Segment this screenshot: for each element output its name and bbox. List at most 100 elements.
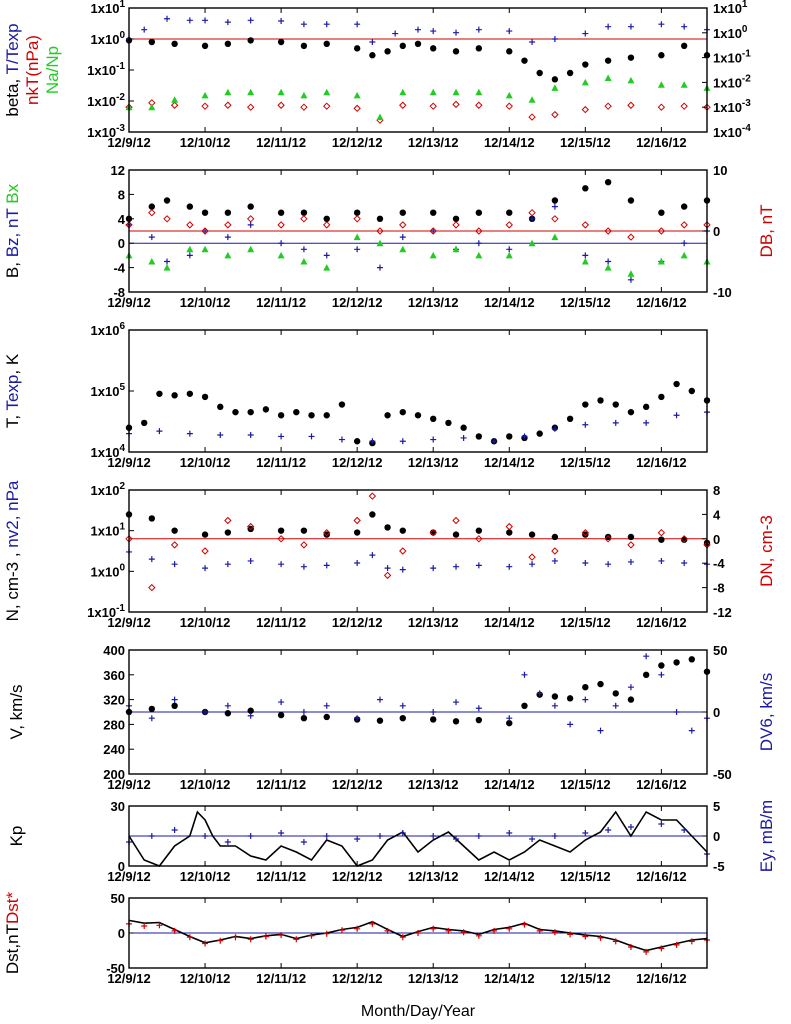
data-point <box>475 251 483 259</box>
data-point <box>171 40 178 48</box>
data-point <box>604 535 612 543</box>
data-point <box>369 920 376 927</box>
data-point <box>582 30 589 37</box>
data-point <box>323 412 330 419</box>
x-tick-label: 12/11/12 <box>256 135 306 150</box>
data-point <box>475 88 483 96</box>
data-point <box>612 401 619 408</box>
data-point <box>581 528 590 537</box>
data-point <box>529 836 536 842</box>
x-tick-label: 12/15/12 <box>560 615 611 630</box>
x-tick-label: 12/12/12 <box>332 869 383 884</box>
y-tick-label: 50 <box>111 891 125 906</box>
data-point <box>582 421 589 428</box>
y-tick-label-right: 10 <box>713 163 727 178</box>
data-point <box>399 88 407 96</box>
data-point <box>399 209 406 216</box>
data-point <box>658 536 665 543</box>
x-tick-label: 12/9/12 <box>107 295 150 310</box>
data-point <box>141 26 148 33</box>
y-tick-label-right: 5 <box>713 799 720 814</box>
data-point <box>430 833 437 839</box>
series-3 <box>125 208 711 241</box>
data-point <box>680 221 688 229</box>
data-point <box>627 408 635 416</box>
data-point <box>551 76 559 83</box>
series-1 <box>126 920 710 955</box>
data-point <box>452 48 460 55</box>
data-point <box>300 246 307 253</box>
data-point <box>247 17 254 24</box>
data-point <box>156 922 163 929</box>
panel-B_Bz_Bx_DB: B, Bz, nT Bx DB, nT <box>3 169 776 293</box>
data-point <box>217 431 224 438</box>
x-tick-label: 12/9/12 <box>107 615 150 630</box>
data-point <box>156 390 163 397</box>
x-tick-label: 12/14/12 <box>484 455 535 470</box>
data-point <box>429 251 437 259</box>
data-point <box>673 659 680 666</box>
x-tick-label: 12/11/12 <box>256 455 306 470</box>
data-point <box>247 557 254 564</box>
data-point <box>680 102 688 110</box>
data-point <box>148 715 155 722</box>
data-point <box>278 830 285 836</box>
data-point <box>399 245 407 253</box>
data-point <box>582 830 589 836</box>
data-point <box>475 101 483 109</box>
data-point <box>673 941 680 948</box>
data-point <box>323 40 330 48</box>
data-point <box>506 715 513 722</box>
data-point <box>430 209 437 216</box>
data-point <box>582 531 589 538</box>
x-axis-label: Month/Day/Year <box>361 1003 476 1020</box>
y-tick-label-right: -4 <box>713 556 725 571</box>
data-point <box>627 944 634 950</box>
y-tick-label-right: 8 <box>713 483 720 498</box>
data-point <box>597 680 604 688</box>
data-point <box>293 408 300 416</box>
data-point <box>353 104 361 113</box>
data-point <box>384 412 391 419</box>
data-point <box>293 936 300 943</box>
data-point <box>460 424 467 431</box>
data-point <box>551 197 559 204</box>
y-axis-label-right: DN, cm-3 <box>757 515 776 587</box>
x-tick-label: 12/13/12 <box>408 455 459 470</box>
y-tick-label: 240 <box>103 742 125 757</box>
x-tick-label: 12/15/12 <box>560 971 611 986</box>
x-tick-label: 12/14/12 <box>484 295 535 310</box>
data-point <box>186 17 193 24</box>
data-point <box>186 203 194 210</box>
y-tick-label-right: 50 <box>713 643 727 658</box>
y-axis-label: N, cm-3 , nv2, nPa <box>3 480 22 621</box>
data-point <box>278 561 285 568</box>
data-point <box>278 433 285 440</box>
data-point <box>186 252 193 259</box>
data-point <box>528 113 536 121</box>
data-point <box>521 671 528 678</box>
plot-frame <box>128 7 708 133</box>
data-point <box>224 221 232 229</box>
data-point <box>262 406 270 413</box>
data-point <box>452 215 460 222</box>
y-tick-label: 1x101 <box>91 0 126 16</box>
x-tick-label: 12/9/12 <box>107 869 150 884</box>
data-point <box>247 431 254 438</box>
y-tick-label: 1x101 <box>91 522 126 539</box>
data-point <box>445 927 452 934</box>
data-point <box>186 221 194 229</box>
x-tick-label: 12/10/12 <box>180 135 231 150</box>
data-point <box>376 717 384 724</box>
data-point <box>354 21 361 28</box>
data-point <box>657 258 665 265</box>
data-point <box>164 15 171 22</box>
x-tick-label: 12/13/12 <box>408 869 459 884</box>
data-point <box>247 712 254 719</box>
data-point <box>627 824 634 830</box>
data-point <box>202 228 209 234</box>
data-point <box>680 251 688 259</box>
series-line <box>128 810 708 867</box>
data-point <box>224 839 231 845</box>
data-point <box>528 96 536 103</box>
